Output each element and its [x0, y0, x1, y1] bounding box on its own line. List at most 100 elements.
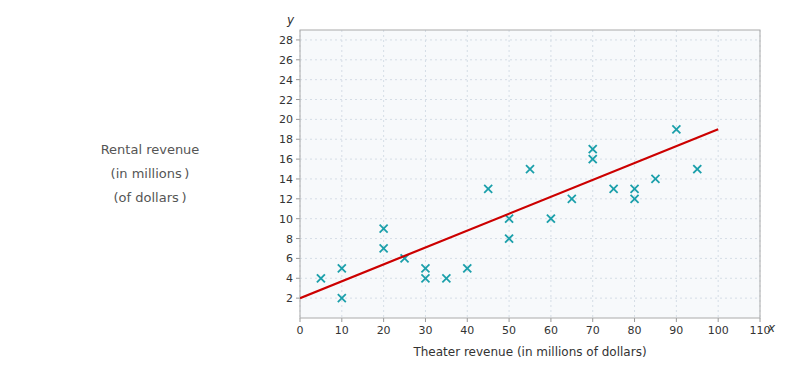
plot-background: [300, 30, 760, 318]
scatter-point: [672, 125, 680, 133]
marker-stroke: [421, 274, 429, 282]
x-tick: [760, 318, 761, 322]
x-grid-line: [550, 30, 551, 318]
scatter-point: [505, 235, 513, 243]
marker-stroke: [589, 155, 597, 163]
y-tick-label: 10: [279, 213, 293, 226]
y-tick: [296, 159, 300, 160]
x-tick: [467, 318, 468, 322]
y-tick-label: 18: [279, 133, 293, 146]
y-grid-line: [300, 39, 760, 40]
x-grid-line: [383, 30, 384, 318]
marker-stroke: [589, 145, 597, 153]
marker-stroke: [547, 215, 555, 223]
scatter-point: [651, 175, 659, 183]
marker-stroke: [631, 185, 639, 193]
x-tick-label: 60: [544, 324, 558, 337]
y-tick: [296, 39, 300, 40]
marker-stroke: [421, 264, 429, 272]
marker-stroke: [380, 244, 388, 252]
y-grid-line: [300, 159, 760, 160]
scatter-point: [484, 185, 492, 193]
x-tick: [634, 318, 635, 322]
y-tick-label: 2: [286, 292, 293, 305]
x-grid-line: [467, 30, 468, 318]
x-tick: [425, 318, 426, 322]
y-grid-line: [300, 238, 760, 239]
marker-stroke: [338, 264, 346, 272]
scatter-point: [526, 165, 534, 173]
scatter-point: [421, 264, 429, 272]
x-tick: [718, 318, 719, 322]
x-tick: [550, 318, 551, 322]
marker-stroke: [484, 185, 492, 193]
marker-stroke: [568, 195, 576, 203]
scatter-point: [589, 145, 597, 153]
x-grid-line: [425, 30, 426, 318]
scatter-point: [547, 215, 555, 223]
marker-stroke: [631, 195, 639, 203]
plot-frame: [300, 30, 760, 318]
y-grid-line: [300, 298, 760, 299]
marker-stroke: [589, 155, 597, 163]
marker-stroke: [589, 145, 597, 153]
y-tick-label: 14: [279, 173, 293, 186]
chart: 0102030405060708090100110246810121416182…: [0, 0, 800, 376]
marker-stroke: [631, 195, 639, 203]
marker-stroke: [338, 294, 346, 302]
marker-stroke: [421, 264, 429, 272]
scatter-point: [380, 244, 388, 252]
marker-stroke: [672, 125, 680, 133]
x-tick-label: 50: [502, 324, 516, 337]
y-grid-line: [300, 59, 760, 60]
marker-stroke: [380, 225, 388, 233]
marker-stroke: [442, 274, 450, 282]
y-tick: [296, 99, 300, 100]
x-grid-line: [718, 30, 719, 318]
marker-stroke: [526, 165, 534, 173]
x-tick: [509, 318, 510, 322]
data: [300, 125, 718, 302]
y-tick: [296, 258, 300, 259]
y-tick-label: 22: [279, 94, 293, 107]
x-tick: [300, 318, 301, 322]
y-grid-line: [300, 258, 760, 259]
y-tick: [296, 238, 300, 239]
x-tick: [676, 318, 677, 322]
axes: 0102030405060708090100110246810121416182…: [279, 34, 771, 337]
y-tick: [296, 198, 300, 199]
scatter-point: [693, 165, 701, 173]
scatter-point: [631, 195, 639, 203]
y-tick: [296, 218, 300, 219]
y-tick-label: 28: [279, 34, 293, 47]
y-grid-line: [300, 99, 760, 100]
scatter-point: [631, 185, 639, 193]
scatter-point: [317, 274, 325, 282]
y-tick-label: 16: [279, 153, 293, 166]
marker-stroke: [380, 225, 388, 233]
x-tick: [383, 318, 384, 322]
x-tick-label: 100: [708, 324, 729, 337]
x-grid-line: [592, 30, 593, 318]
marker-stroke: [672, 125, 680, 133]
y-axis-label: Rental revenue: [101, 142, 200, 157]
marker-stroke: [631, 185, 639, 193]
x-tick-label: 10: [335, 324, 349, 337]
marker-stroke: [484, 185, 492, 193]
x-tick: [592, 318, 593, 322]
y-tick-label: 24: [279, 74, 293, 87]
marker-stroke: [463, 264, 471, 272]
regression-line: [300, 129, 718, 298]
y-tick-label: 8: [286, 233, 293, 246]
x-tick: [341, 318, 342, 322]
y-grid-line: [300, 218, 760, 219]
marker-stroke: [568, 195, 576, 203]
y-grid-line: [300, 79, 760, 80]
y-grid-line: [300, 278, 760, 279]
y-tick-label: 20: [279, 113, 293, 126]
x-tick-label: 30: [418, 324, 432, 337]
marker-stroke: [380, 244, 388, 252]
y-tick: [296, 79, 300, 80]
marker-stroke: [442, 274, 450, 282]
marker-stroke: [505, 235, 513, 243]
